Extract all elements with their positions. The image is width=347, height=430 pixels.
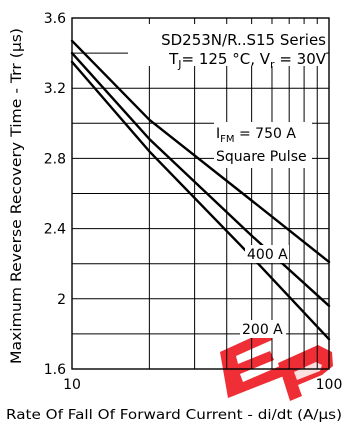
- y-tick-label: 1.6: [44, 362, 66, 378]
- series-line-2: [72, 53, 329, 306]
- y-tick-label: 3.6: [44, 11, 66, 27]
- x-axis-label: Rate Of Fall Of Forward Current - di/dt …: [6, 408, 342, 423]
- y-axis-label: Maximum Reverse Recovery Time - Trr (µs): [9, 28, 25, 364]
- y-tick-labels: 1.6 2 2.4 2.8 3.2 3.6: [44, 11, 66, 378]
- y-tick-label: 3.2: [44, 81, 66, 97]
- pulse-label: Square Pulse: [216, 149, 307, 165]
- series-group: [72, 41, 329, 339]
- label-200: 200 A: [242, 322, 283, 338]
- label-400: 400 A: [247, 247, 288, 263]
- chart-title: SD253N/R..S15 Series: [161, 31, 326, 49]
- chart-subtitle: TJ= 125 °C, Vr = 30V: [168, 50, 327, 71]
- y-tick-label: 2.8: [44, 151, 66, 167]
- x-tick-label: 100: [316, 377, 343, 393]
- x-tick-label: 10: [63, 377, 81, 393]
- series-line-3: [72, 62, 329, 339]
- grid: [72, 18, 329, 369]
- y-tick-label: 2: [57, 292, 66, 308]
- y-tick-label: 2.4: [44, 222, 66, 238]
